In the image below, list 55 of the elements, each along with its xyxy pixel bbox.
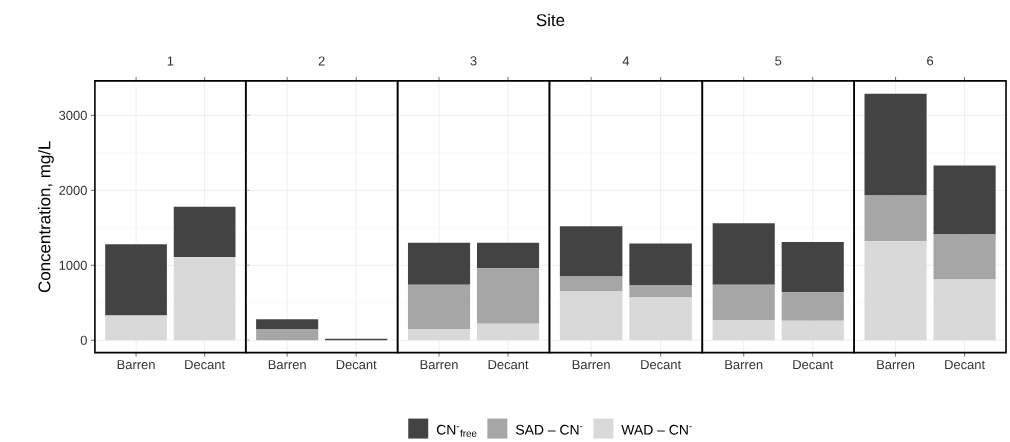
bar <box>476 243 540 269</box>
y-tick-label: 2000 <box>59 185 87 196</box>
x-tick-label: Decant <box>185 360 226 370</box>
chart-title: 3 <box>470 56 477 66</box>
x-tick-label: Barren <box>572 360 610 370</box>
bar <box>105 315 167 341</box>
x-tick-label: Decant <box>793 360 834 370</box>
bar <box>559 291 623 341</box>
bar <box>781 242 844 293</box>
bar <box>933 279 996 341</box>
bar <box>407 329 471 341</box>
bar <box>629 243 692 286</box>
y-axis-title: Concentration, mg/L <box>38 141 54 293</box>
y-tick-label: 0 <box>80 335 87 346</box>
bar <box>712 320 775 341</box>
bar <box>407 285 471 330</box>
bar <box>712 223 775 286</box>
bar <box>933 234 996 280</box>
bar <box>781 320 844 341</box>
bar <box>629 285 692 298</box>
bar <box>933 165 996 235</box>
bar <box>105 244 167 316</box>
bar <box>712 285 775 321</box>
bar <box>476 268 540 324</box>
text: Site <box>536 13 565 27</box>
chart-title: 4 <box>622 56 630 66</box>
x-tick-label: Decant <box>336 360 377 370</box>
chart-title: 5 <box>775 56 782 66</box>
bar <box>559 276 623 292</box>
legend-label: WAD – CN$^{-}$ <box>621 425 692 435</box>
bar <box>629 297 692 341</box>
x-tick-label: Barren <box>268 360 306 370</box>
x-tick-label: Barren <box>420 360 458 370</box>
x-tick-label: Barren <box>725 360 763 370</box>
bar <box>864 195 927 242</box>
x-tick-label: Barren <box>117 360 155 370</box>
x-tick-label: Barren <box>877 360 915 370</box>
x-tick-label: Decant <box>641 360 682 370</box>
y-tick-label: 3000 <box>59 111 87 121</box>
bar <box>864 241 927 341</box>
chart-title: 1 <box>167 56 174 66</box>
chart-title: 6 <box>927 56 934 66</box>
bar <box>173 257 236 341</box>
bar <box>476 324 540 341</box>
y-tick-label: 1000 <box>59 260 87 271</box>
bar <box>407 243 471 286</box>
bar <box>559 226 623 277</box>
bar <box>781 292 844 321</box>
chart-title: 2 <box>318 56 325 66</box>
bar <box>173 207 236 258</box>
legend-label: CN$^{-}$free <box>436 425 477 438</box>
x-tick-label: Decant <box>488 360 529 370</box>
x-tick-label: Decant <box>945 360 985 370</box>
legend-label: SAD – CN$^{-}$ <box>515 425 583 435</box>
bar <box>864 93 927 196</box>
